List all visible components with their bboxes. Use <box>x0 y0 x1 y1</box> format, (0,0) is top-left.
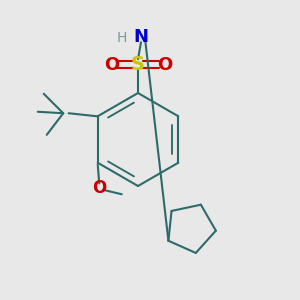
Text: O: O <box>104 56 119 74</box>
Text: S: S <box>131 55 145 74</box>
Text: H: H <box>116 31 127 44</box>
Text: N: N <box>134 28 148 46</box>
Text: O: O <box>157 56 172 74</box>
Text: O: O <box>92 179 106 197</box>
